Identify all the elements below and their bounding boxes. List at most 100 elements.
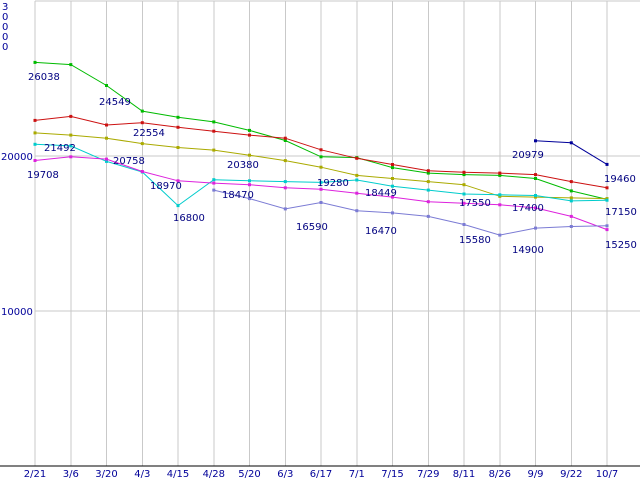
data-point-green bbox=[462, 173, 466, 177]
data-point-cyan bbox=[605, 198, 609, 202]
data-point-magenta bbox=[283, 186, 287, 190]
data-point-periwinkle bbox=[355, 209, 359, 213]
data-point-red bbox=[140, 121, 144, 125]
value-label-cyan: 18470 bbox=[222, 190, 254, 201]
data-point-olive bbox=[283, 159, 287, 163]
data-point-navy bbox=[569, 141, 573, 145]
data-point-red bbox=[462, 170, 466, 174]
value-label-periwinkle: 15580 bbox=[459, 235, 491, 246]
data-point-red bbox=[33, 118, 37, 122]
x-tick-label: 3/6 bbox=[63, 469, 79, 480]
data-point-red bbox=[498, 171, 502, 175]
data-point-cyan bbox=[534, 194, 537, 197]
data-point-red bbox=[569, 180, 573, 184]
data-point-green bbox=[248, 128, 251, 132]
data-point-magenta bbox=[569, 214, 573, 218]
data-point-olive bbox=[105, 136, 108, 140]
x-tick-label: 4/15 bbox=[167, 469, 189, 480]
data-point-red bbox=[176, 125, 180, 129]
data-point-olive bbox=[319, 165, 323, 169]
data-point-periwinkle bbox=[605, 224, 609, 228]
data-point-periwinkle bbox=[283, 207, 287, 211]
data-point-olive bbox=[176, 146, 180, 149]
x-tick-label: 7/15 bbox=[381, 469, 403, 480]
value-label-cyan: 17150 bbox=[605, 207, 637, 218]
x-tick-label: 6/17 bbox=[310, 469, 332, 480]
data-point-green bbox=[391, 166, 394, 170]
data-point-periwinkle bbox=[391, 211, 394, 215]
data-point-navy bbox=[605, 162, 609, 166]
data-point-cyan bbox=[569, 199, 573, 203]
value-label-cyan: 18449 bbox=[365, 188, 397, 199]
data-point-green bbox=[33, 60, 37, 64]
data-point-red bbox=[69, 114, 73, 118]
data-point-magenta bbox=[534, 206, 537, 210]
value-label-navy: 19460 bbox=[604, 174, 636, 185]
value-label-olive: 17400 bbox=[512, 203, 544, 214]
data-point-magenta bbox=[462, 201, 466, 205]
value-label-olive: 21492 bbox=[44, 143, 76, 154]
value-label-olive: 20380 bbox=[227, 160, 259, 171]
data-point-magenta bbox=[33, 159, 37, 162]
value-label-periwinkle: 16470 bbox=[365, 226, 397, 237]
x-tick-label: 10/7 bbox=[596, 469, 618, 480]
value-label-cyan: 16800 bbox=[173, 213, 205, 224]
y-tick-label-vertical: 0 bbox=[2, 12, 8, 23]
data-point-green bbox=[105, 84, 108, 87]
value-label-magenta: 19708 bbox=[27, 170, 59, 181]
data-point-red bbox=[605, 186, 609, 190]
value-label-red: 22554 bbox=[133, 128, 165, 139]
data-point-olive bbox=[391, 177, 394, 180]
x-tick-label: 4/3 bbox=[134, 469, 150, 480]
data-point-magenta bbox=[248, 183, 251, 187]
series-line-periwinkle bbox=[213, 189, 608, 236]
x-tick-label: 4/28 bbox=[203, 469, 225, 480]
data-point-cyan bbox=[283, 180, 287, 184]
data-point-olive bbox=[534, 195, 537, 199]
data-point-periwinkle bbox=[426, 214, 430, 218]
data-point-red bbox=[426, 169, 430, 173]
value-label-cyan: 18970 bbox=[150, 181, 182, 192]
x-tick-label: 7/29 bbox=[417, 469, 439, 480]
y-tick-label-vertical: 0 bbox=[2, 42, 8, 53]
x-tick-label: 6/3 bbox=[277, 469, 293, 480]
data-point-red bbox=[212, 129, 216, 133]
data-point-cyan bbox=[498, 193, 502, 197]
data-point-periwinkle bbox=[462, 223, 466, 226]
data-point-magenta bbox=[426, 200, 430, 204]
data-point-green bbox=[69, 63, 73, 67]
value-label-green: 26038 bbox=[28, 72, 60, 83]
data-point-cyan bbox=[69, 144, 73, 148]
value-label-olive: 19280 bbox=[317, 178, 349, 189]
y-tick-label-vertical: 0 bbox=[2, 32, 8, 43]
value-label-periwinkle: 16590 bbox=[296, 222, 328, 233]
value-label-cyan: 17550 bbox=[459, 198, 491, 209]
data-point-olive bbox=[140, 142, 144, 146]
data-point-magenta bbox=[212, 181, 216, 185]
data-point-cyan bbox=[105, 159, 108, 163]
value-label-periwinkle: 14900 bbox=[512, 245, 544, 256]
data-point-olive bbox=[248, 153, 251, 157]
data-point-cyan bbox=[212, 178, 216, 182]
y-tick-label: 20000 bbox=[1, 152, 33, 163]
data-point-green bbox=[212, 120, 216, 124]
y-tick-label-vertical: 0 bbox=[2, 22, 8, 33]
x-tick-label: 7/1 bbox=[349, 469, 365, 480]
data-point-olive bbox=[212, 148, 216, 152]
data-point-olive bbox=[569, 196, 573, 200]
data-point-cyan bbox=[391, 184, 394, 188]
data-point-olive bbox=[33, 131, 37, 135]
data-point-red bbox=[283, 136, 287, 140]
y-tick-label-vertical: 3 bbox=[2, 2, 8, 13]
data-point-navy bbox=[534, 139, 537, 143]
data-point-magenta bbox=[391, 195, 394, 199]
data-point-green bbox=[569, 189, 573, 193]
data-point-olive bbox=[605, 197, 609, 201]
data-point-magenta bbox=[140, 170, 144, 173]
data-point-red bbox=[319, 148, 323, 152]
data-point-magenta bbox=[69, 155, 73, 159]
value-label-cyan: 20758 bbox=[113, 156, 145, 167]
data-point-magenta bbox=[176, 179, 180, 183]
data-point-green bbox=[283, 139, 287, 142]
